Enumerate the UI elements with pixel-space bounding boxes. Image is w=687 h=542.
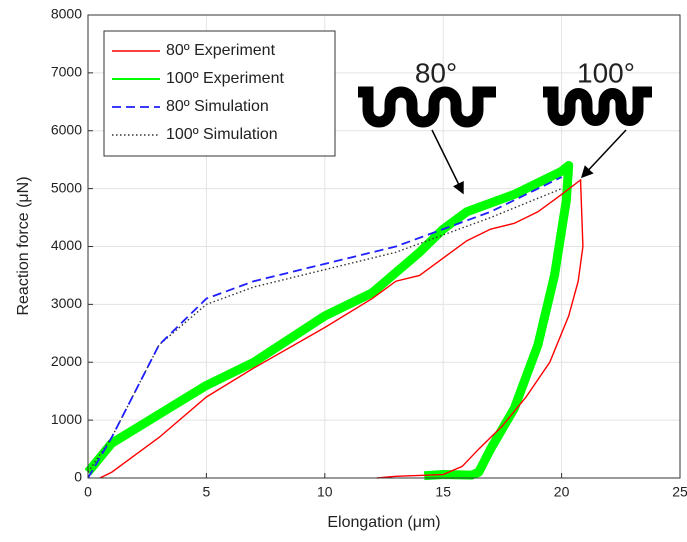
y-axis-label: Reaction force (μN) bbox=[15, 176, 32, 315]
x-axis-label: Elongation (μm) bbox=[327, 514, 440, 531]
x-tick-label: 10 bbox=[317, 484, 333, 500]
series-line bbox=[87, 176, 562, 479]
x-tick-label: 15 bbox=[435, 484, 451, 500]
y-tick-label: 1000 bbox=[51, 411, 82, 427]
series-line bbox=[99, 178, 584, 479]
annotation: 80° bbox=[415, 57, 457, 88]
y-tick-label: 4000 bbox=[51, 237, 82, 253]
legend-label: 100º Simulation bbox=[166, 126, 278, 143]
icon-100 bbox=[543, 86, 652, 126]
annotation: 100° bbox=[577, 57, 635, 88]
x-tick-label: 20 bbox=[554, 484, 570, 500]
lines bbox=[84, 160, 584, 481]
arrow bbox=[431, 129, 464, 195]
legend-box bbox=[103, 30, 336, 157]
y-tick-label: 5000 bbox=[51, 179, 82, 195]
x-tick-label: 5 bbox=[203, 484, 211, 500]
legend: 80º Experiment 100º Experiment 80º Simulat… bbox=[103, 30, 336, 157]
legend-label: 100º Experiment bbox=[166, 70, 284, 87]
series-line bbox=[87, 187, 562, 473]
y-tick-label: 0 bbox=[74, 469, 82, 485]
y-tick-label: 3000 bbox=[51, 295, 82, 311]
y-tick-label: 2000 bbox=[51, 353, 82, 369]
plot-frame bbox=[87, 14, 681, 479]
legend-label: 80º Simulation bbox=[166, 98, 269, 115]
x-tick-label: 25 bbox=[672, 484, 687, 500]
series-line bbox=[84, 160, 574, 481]
legend-label: 80º Experiment bbox=[166, 42, 276, 59]
y-tick-label: 6000 bbox=[51, 121, 82, 137]
y-tick-label: 7000 bbox=[51, 64, 82, 80]
arrow bbox=[580, 129, 627, 179]
y-tick-label: 8000 bbox=[51, 6, 82, 22]
x-tick-label: 0 bbox=[84, 484, 92, 500]
icon-80 bbox=[358, 86, 496, 128]
